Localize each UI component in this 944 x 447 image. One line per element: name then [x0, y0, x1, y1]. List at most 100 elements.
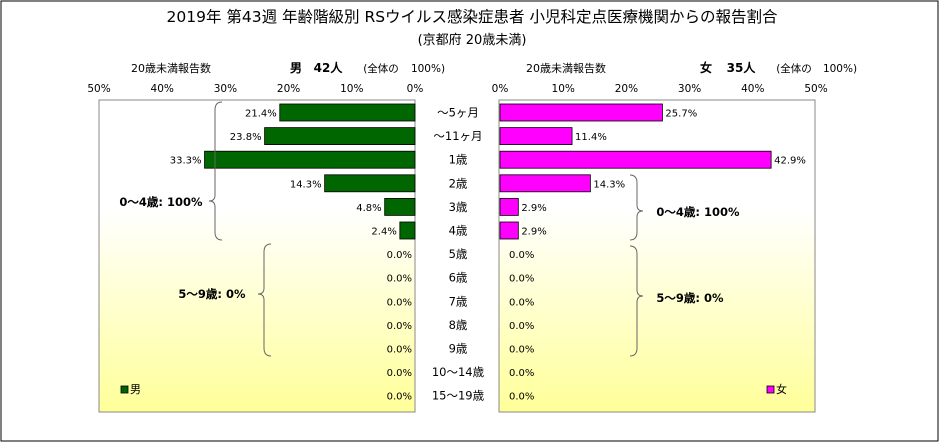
left-total-label: (全体の	[363, 62, 399, 75]
category-label: 15～19歳	[432, 389, 485, 403]
category-label: 2歳	[449, 176, 468, 190]
value-label-male: 33.3%	[170, 156, 202, 167]
bar-female	[499, 221, 519, 240]
bar-female	[499, 197, 519, 216]
value-labels: 21.4% 25.7% 23.8% 11.4% 33.3% 42.9% 14.3% 14.3%…	[170, 109, 806, 403]
x-tick-label-left: 10%	[340, 83, 363, 95]
left-count: 42人	[314, 60, 344, 75]
right-plot-area	[498, 99, 816, 413]
right-sex-label: 女	[700, 60, 712, 75]
category-labels: ～5ヶ月 ～11ヶ月 1歳 2歳 3歳 4歳 5歳 6歳 7歳 8歳 9歳 10～14歳 15～19歳	[432, 106, 485, 403]
value-label-female: 2.9%	[521, 203, 546, 214]
legend-male-label: 男	[130, 383, 141, 396]
category-label: ～11ヶ月	[433, 129, 482, 143]
right-caption: 20歳未満報告数	[526, 62, 606, 75]
value-label-male: 0.0%	[387, 297, 412, 308]
right-count: 35人	[727, 60, 757, 75]
value-label-male: 2.4%	[371, 227, 396, 238]
brace-right-5-9: 5～9歳: 0%	[629, 245, 724, 357]
brace-right-5-9-label: 5～9歳: 0%	[656, 291, 724, 305]
bar-female	[499, 127, 573, 145]
bar-male	[279, 103, 416, 122]
axis-ticks: 50% 0% 40% 10% 30% 20% 20% 30% 10% 40% 0% 50%	[87, 83, 827, 95]
x-tick-label-left: 40%	[151, 83, 174, 95]
bar-female	[499, 103, 663, 122]
x-tick-label-right: 30%	[678, 83, 701, 95]
x-tick-label-right: 40%	[741, 83, 764, 95]
category-label: 8歳	[449, 318, 468, 332]
value-label-female: 25.7%	[665, 109, 697, 120]
x-tick-label-left: 20%	[277, 83, 300, 95]
x-tick-label-right: 50%	[804, 83, 827, 95]
x-tick-label-left: 50%	[87, 83, 110, 95]
category-label: ～5ヶ月	[437, 106, 479, 120]
right-total-label: (全体の	[776, 62, 812, 75]
value-label-female: 0.0%	[509, 392, 534, 403]
value-label-male: 14.3%	[290, 179, 322, 190]
legend-female: 女	[766, 382, 787, 396]
bar-male	[324, 174, 416, 193]
x-tick-label-left: 30%	[214, 83, 237, 95]
x-tick-label-left: 0%	[407, 83, 424, 95]
left-sex-label: 男	[290, 61, 302, 75]
value-label-female: 14.3%	[593, 179, 625, 190]
category-label: 3歳	[449, 200, 468, 214]
bar-male	[399, 221, 416, 240]
value-label-female: 11.4%	[575, 132, 607, 143]
value-label-female: 0.0%	[509, 345, 534, 356]
category-label: 1歳	[449, 153, 468, 167]
value-label-male: 0.0%	[387, 250, 412, 261]
value-label-female: 0.0%	[509, 250, 534, 261]
bar-male	[204, 150, 416, 169]
bar-male	[264, 127, 416, 145]
brace-left-0-4: 0～4歳: 100%	[119, 101, 223, 241]
brace-right-0-4-label: 0～4歳: 100%	[656, 205, 740, 219]
legend-male-swatch	[120, 385, 129, 394]
value-label-male: 0.0%	[387, 392, 412, 403]
category-label: 4歳	[449, 224, 468, 238]
chart-subtitle: (京都府 20歳未満)	[418, 33, 527, 48]
left-caption: 20歳未満報告数	[131, 62, 211, 75]
brace-left-0-4-path	[208, 101, 223, 241]
value-label-female: 0.0%	[509, 297, 534, 308]
x-tick-label-right: 0%	[492, 83, 509, 95]
bar-male	[384, 197, 416, 216]
value-label-male: 0.0%	[387, 274, 412, 285]
brace-right-0-4-path	[629, 174, 644, 241]
x-tick-label-right: 20%	[615, 83, 638, 95]
category-label: 7歳	[449, 294, 468, 308]
value-label-male: 0.0%	[387, 368, 412, 379]
brace-left-0-4-label: 0～4歳: 100%	[119, 195, 203, 209]
brace-right-0-4: 0～4歳: 100%	[629, 174, 740, 241]
bars	[204, 103, 772, 240]
legend-male: 男	[120, 383, 141, 396]
left-plot-area	[98, 99, 416, 413]
value-label-female: 0.0%	[509, 321, 534, 332]
brace-left-5-9: 5～9歳: 0%	[178, 243, 272, 357]
category-label: 5歳	[449, 247, 468, 261]
brace-left-5-9-path	[257, 243, 272, 357]
value-label-male: 0.0%	[387, 345, 412, 356]
bar-female	[499, 150, 772, 169]
category-label: 10～14歳	[432, 365, 485, 379]
value-label-female: 42.9%	[774, 156, 806, 167]
x-tick-label-right: 10%	[552, 83, 575, 95]
value-label-male: 4.8%	[356, 203, 381, 214]
bar-female	[499, 174, 591, 193]
value-label-female: 0.0%	[509, 368, 534, 379]
value-label-male: 0.0%	[387, 321, 412, 332]
category-label: 6歳	[449, 271, 468, 285]
brace-left-5-9-label: 5～9歳: 0%	[178, 287, 246, 301]
right-total-pct: 100%)	[823, 63, 857, 75]
brace-right-5-9-path	[629, 245, 644, 357]
value-label-male: 21.4%	[245, 109, 277, 120]
legend-female-swatch	[766, 385, 775, 394]
value-label-male: 23.8%	[230, 132, 262, 143]
chart-title: 2019年 第43週 年齢階級別 RSウイルス感染症患者 小児科定点医療機関から…	[167, 8, 778, 26]
legend-female-label: 女	[776, 382, 787, 396]
value-label-female: 2.9%	[521, 227, 546, 238]
left-total-pct: 100%)	[411, 63, 445, 75]
category-label: 9歳	[449, 342, 468, 356]
